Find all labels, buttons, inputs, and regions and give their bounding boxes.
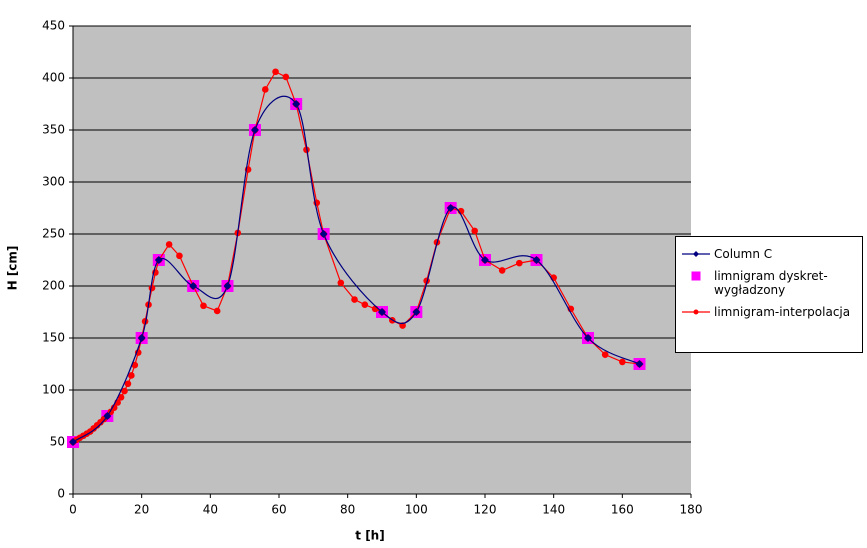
- y-tick-label: 100: [42, 383, 65, 397]
- marker: [361, 301, 369, 309]
- legend-swatch: [682, 309, 710, 315]
- y-tick-label: 50: [50, 435, 65, 449]
- marker: [213, 307, 221, 315]
- legend: Column C limnigram dyskret-wygładzony limn…: [675, 236, 863, 353]
- marker: [481, 256, 489, 264]
- x-axis-title: t [h]: [355, 529, 384, 543]
- x-tick-label: 180: [680, 503, 703, 517]
- legend-label: Column C: [714, 247, 773, 261]
- y-tick-label: 350: [42, 123, 65, 137]
- marker: [176, 252, 183, 260]
- y-tick-label: 150: [42, 331, 65, 345]
- marker: [148, 284, 156, 292]
- marker: [691, 271, 701, 281]
- marker: [103, 412, 112, 420]
- marker: [250, 126, 259, 134]
- legend-swatch: [691, 271, 701, 281]
- marker: [532, 256, 541, 264]
- marker: [117, 393, 125, 401]
- y-axis-title: H [cm]: [6, 246, 20, 291]
- x-tick-label: 20: [134, 503, 149, 517]
- legend-swatch: [682, 251, 710, 257]
- marker: [121, 387, 128, 395]
- marker: [223, 282, 232, 290]
- plot-area: [73, 26, 691, 494]
- marker: [261, 86, 269, 93]
- marker: [471, 227, 479, 235]
- legend-label: limnigram-interpolacja: [714, 305, 851, 319]
- x-tick-label: 100: [405, 503, 428, 517]
- marker: [601, 351, 609, 358]
- marker: [693, 309, 699, 315]
- marker: [635, 360, 644, 368]
- legend-entry: limnigram-interpolacja: [680, 305, 858, 319]
- marker: [165, 241, 173, 248]
- legend-label: limnigram dyskret-wygładzony: [714, 269, 828, 297]
- marker: [584, 334, 592, 342]
- x-tick-label: 80: [340, 503, 355, 517]
- y-tick-label: 400: [42, 71, 65, 85]
- marker: [619, 358, 626, 366]
- series-line: [72, 95, 640, 443]
- marker: [378, 308, 386, 316]
- marker: [124, 380, 132, 388]
- x-tick-label: 160: [611, 503, 634, 517]
- marker: [498, 267, 506, 274]
- y-tick-label: 450: [42, 19, 65, 33]
- y-tick-label: 0: [57, 487, 65, 501]
- marker: [516, 259, 523, 267]
- marker: [272, 68, 279, 76]
- legend-entry: limnigram dyskret-wygładzony: [680, 269, 858, 297]
- marker: [693, 251, 699, 257]
- y-tick-label: 250: [42, 227, 65, 241]
- marker: [189, 282, 198, 290]
- marker: [412, 308, 421, 316]
- legend-entry: Column C: [680, 247, 858, 261]
- x-tick-label: 120: [474, 503, 497, 517]
- x-tick-label: 140: [542, 503, 565, 517]
- x-tick-label: 60: [271, 503, 286, 517]
- marker: [337, 279, 345, 287]
- marker: [351, 296, 358, 303]
- marker: [292, 100, 301, 108]
- marker: [282, 73, 290, 81]
- marker: [69, 438, 77, 446]
- marker: [137, 334, 146, 342]
- x-tick-label: 40: [203, 503, 218, 517]
- y-tick-label: 200: [42, 279, 65, 293]
- marker: [200, 302, 207, 310]
- marker: [154, 256, 163, 264]
- marker: [446, 204, 455, 212]
- y-tick-label: 300: [42, 175, 65, 189]
- marker: [319, 230, 328, 238]
- marker: [110, 404, 118, 411]
- marker: [128, 372, 135, 379]
- x-tick-label: 0: [69, 503, 77, 517]
